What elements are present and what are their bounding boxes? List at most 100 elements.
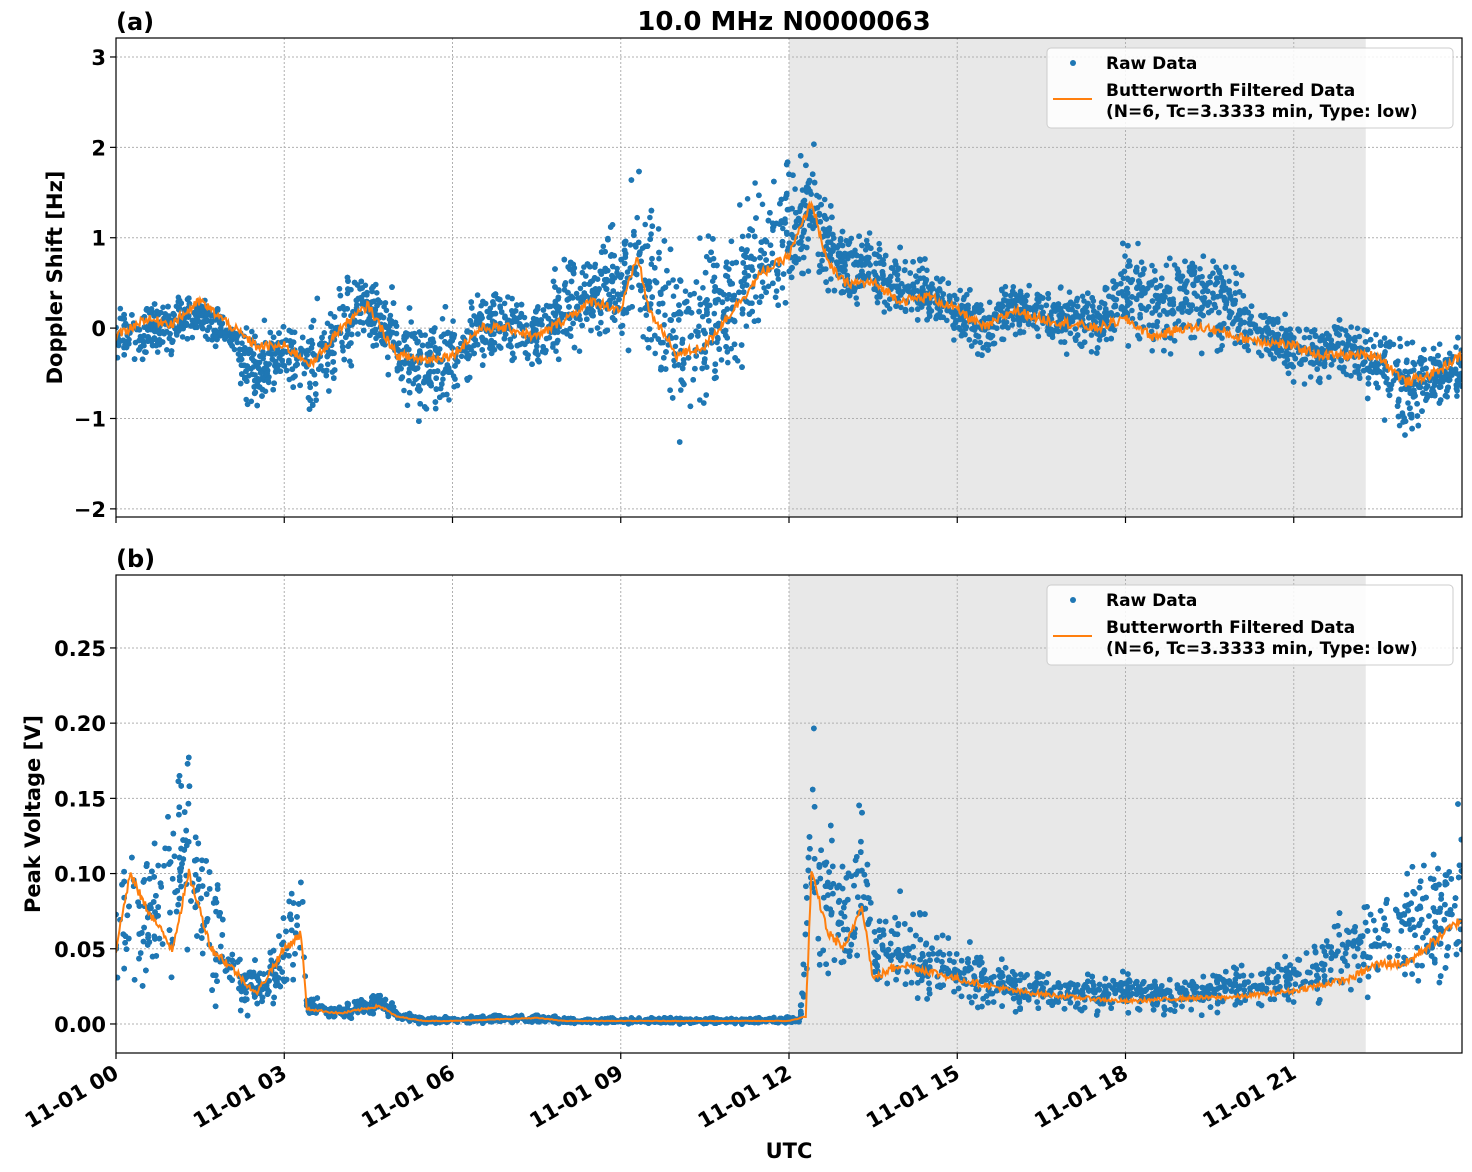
raw-data-point	[383, 307, 390, 314]
raw-data-point	[662, 312, 668, 319]
raw-data-point	[1010, 284, 1017, 290]
raw-data-point	[1405, 400, 1411, 406]
raw-data-point	[876, 240, 882, 247]
raw-data-point	[1454, 393, 1460, 399]
raw-data-point	[1396, 422, 1403, 429]
raw-data-point	[289, 366, 296, 372]
raw-data-point	[799, 187, 806, 193]
raw-data-point	[1157, 312, 1163, 318]
raw-data-point	[673, 334, 679, 341]
raw-data-point	[1348, 324, 1354, 330]
raw-data-point	[404, 402, 411, 409]
raw-data-point	[1301, 334, 1308, 341]
raw-data-point	[1200, 289, 1206, 295]
raw-data-point	[1317, 337, 1323, 344]
raw-data-point	[1216, 332, 1222, 338]
raw-data-point	[640, 334, 646, 340]
raw-data-point	[745, 233, 752, 239]
raw-data-point	[1356, 333, 1363, 340]
raw-data-point	[481, 353, 487, 359]
raw-data-point	[1088, 332, 1095, 338]
raw-data-point	[1167, 351, 1174, 357]
raw-data-point	[487, 305, 494, 312]
raw-data-point	[1072, 326, 1079, 332]
raw-data-point	[624, 269, 631, 275]
raw-data-point	[509, 295, 515, 302]
raw-data-point	[696, 295, 703, 302]
raw-data-point	[765, 283, 772, 290]
raw-data-point	[874, 299, 881, 306]
raw-data-point	[501, 300, 508, 307]
raw-data-point	[243, 396, 249, 403]
raw-data-point	[1009, 322, 1015, 328]
raw-data-point	[726, 266, 732, 272]
raw-data-point	[648, 337, 655, 343]
raw-data-point	[577, 285, 584, 292]
raw-data-point	[1210, 270, 1216, 277]
raw-data-point	[1001, 297, 1007, 303]
raw-data-point	[618, 323, 624, 330]
raw-data-point	[775, 276, 782, 282]
raw-data-point	[1301, 381, 1308, 387]
raw-data-point	[1306, 334, 1313, 341]
raw-data-point	[1005, 325, 1011, 331]
raw-data-point	[1381, 417, 1388, 423]
raw-data-point	[895, 276, 901, 283]
raw-data-point	[600, 243, 607, 250]
raw-data-point	[573, 290, 580, 297]
raw-data-point	[705, 233, 712, 239]
raw-data-point	[678, 387, 684, 393]
raw-data-point	[1149, 262, 1155, 269]
raw-data-point	[1026, 282, 1032, 289]
raw-data-point	[205, 336, 211, 343]
raw-data-point	[614, 265, 620, 272]
raw-data-point	[759, 201, 766, 208]
raw-data-point	[576, 348, 583, 355]
raw-data-point	[821, 196, 828, 203]
raw-data-point	[655, 226, 662, 232]
y-tick-label: −2	[74, 498, 106, 522]
raw-data-point	[1247, 316, 1253, 322]
raw-data-point	[718, 357, 725, 363]
raw-data-point	[179, 334, 186, 340]
raw-data-point	[725, 359, 731, 366]
raw-data-point	[458, 353, 465, 360]
raw-data-point	[619, 330, 625, 337]
raw-data-point	[1453, 344, 1459, 350]
raw-data-point	[450, 318, 456, 324]
raw-data-point	[579, 269, 586, 276]
raw-data-point	[637, 307, 644, 313]
raw-data-point	[669, 335, 675, 341]
raw-data-point	[234, 339, 241, 346]
raw-data-point	[1406, 405, 1413, 412]
raw-data-point	[339, 339, 345, 346]
raw-data-point	[700, 285, 706, 291]
raw-data-point	[779, 285, 786, 291]
raw-data-point	[752, 180, 758, 186]
raw-data-point	[977, 339, 984, 346]
raw-data-point	[336, 305, 343, 312]
raw-data-point	[670, 293, 677, 300]
raw-data-point	[1385, 387, 1391, 393]
y-tick-label: 1	[91, 227, 106, 251]
raw-data-point	[301, 370, 308, 377]
raw-data-point	[924, 267, 930, 274]
raw-data-point	[466, 352, 473, 359]
raw-data-point	[1129, 315, 1136, 322]
raw-data-point	[634, 214, 640, 221]
raw-data-point	[951, 337, 957, 343]
raw-data-point	[863, 237, 870, 244]
raw-data-point	[739, 233, 746, 240]
raw-data-point	[743, 323, 750, 330]
raw-data-point	[1135, 240, 1141, 247]
raw-data-point	[714, 339, 720, 346]
raw-data-point	[1030, 322, 1037, 328]
raw-data-point	[446, 397, 452, 403]
raw-data-point	[986, 299, 993, 306]
raw-data-point	[866, 230, 873, 236]
raw-data-point	[902, 258, 909, 265]
raw-data-point	[644, 336, 650, 343]
raw-data-point	[450, 373, 457, 379]
